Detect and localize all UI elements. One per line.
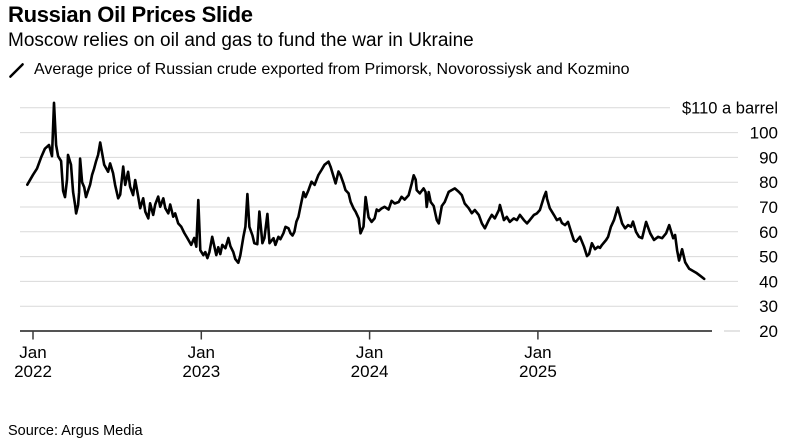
legend-label: Average price of Russian crude exported … [34, 61, 630, 78]
x-tick-label-month: Jan [524, 343, 551, 362]
x-tick-label-month: Jan [356, 343, 383, 362]
y-axis-unit-label: $110 a barrel [682, 99, 778, 117]
y-tick-label: 30 [759, 297, 778, 316]
x-tick-label-year: 2024 [351, 362, 389, 381]
y-tick-label: 90 [759, 148, 778, 167]
chart-title: Russian Oil Prices Slide [8, 2, 253, 27]
source-note: Source: Argus Media [8, 423, 143, 439]
legend: Average price of Russian crude exported … [8, 61, 630, 79]
y-tick-label: 60 [759, 223, 778, 242]
price-line-series [25, 101, 706, 281]
x-tick-label-year: 2025 [519, 362, 557, 381]
slash-line-icon [9, 62, 24, 78]
x-tick-label-month: Jan [188, 343, 215, 362]
y-tick-label: 70 [759, 198, 778, 217]
x-tick-label-year: 2022 [14, 362, 52, 381]
y-tick-label: 40 [759, 272, 778, 291]
y-tick-label: 80 [759, 173, 778, 192]
y-tick-label: 20 [759, 322, 778, 341]
chart-subtitle: Moscow relies on oil and gas to fund the… [8, 30, 474, 51]
y-tick-label: 100 [750, 124, 778, 143]
y-tick-label: 50 [759, 248, 778, 267]
x-tick-label-year: 2023 [182, 362, 220, 381]
x-tick-label-month: Jan [19, 343, 46, 362]
